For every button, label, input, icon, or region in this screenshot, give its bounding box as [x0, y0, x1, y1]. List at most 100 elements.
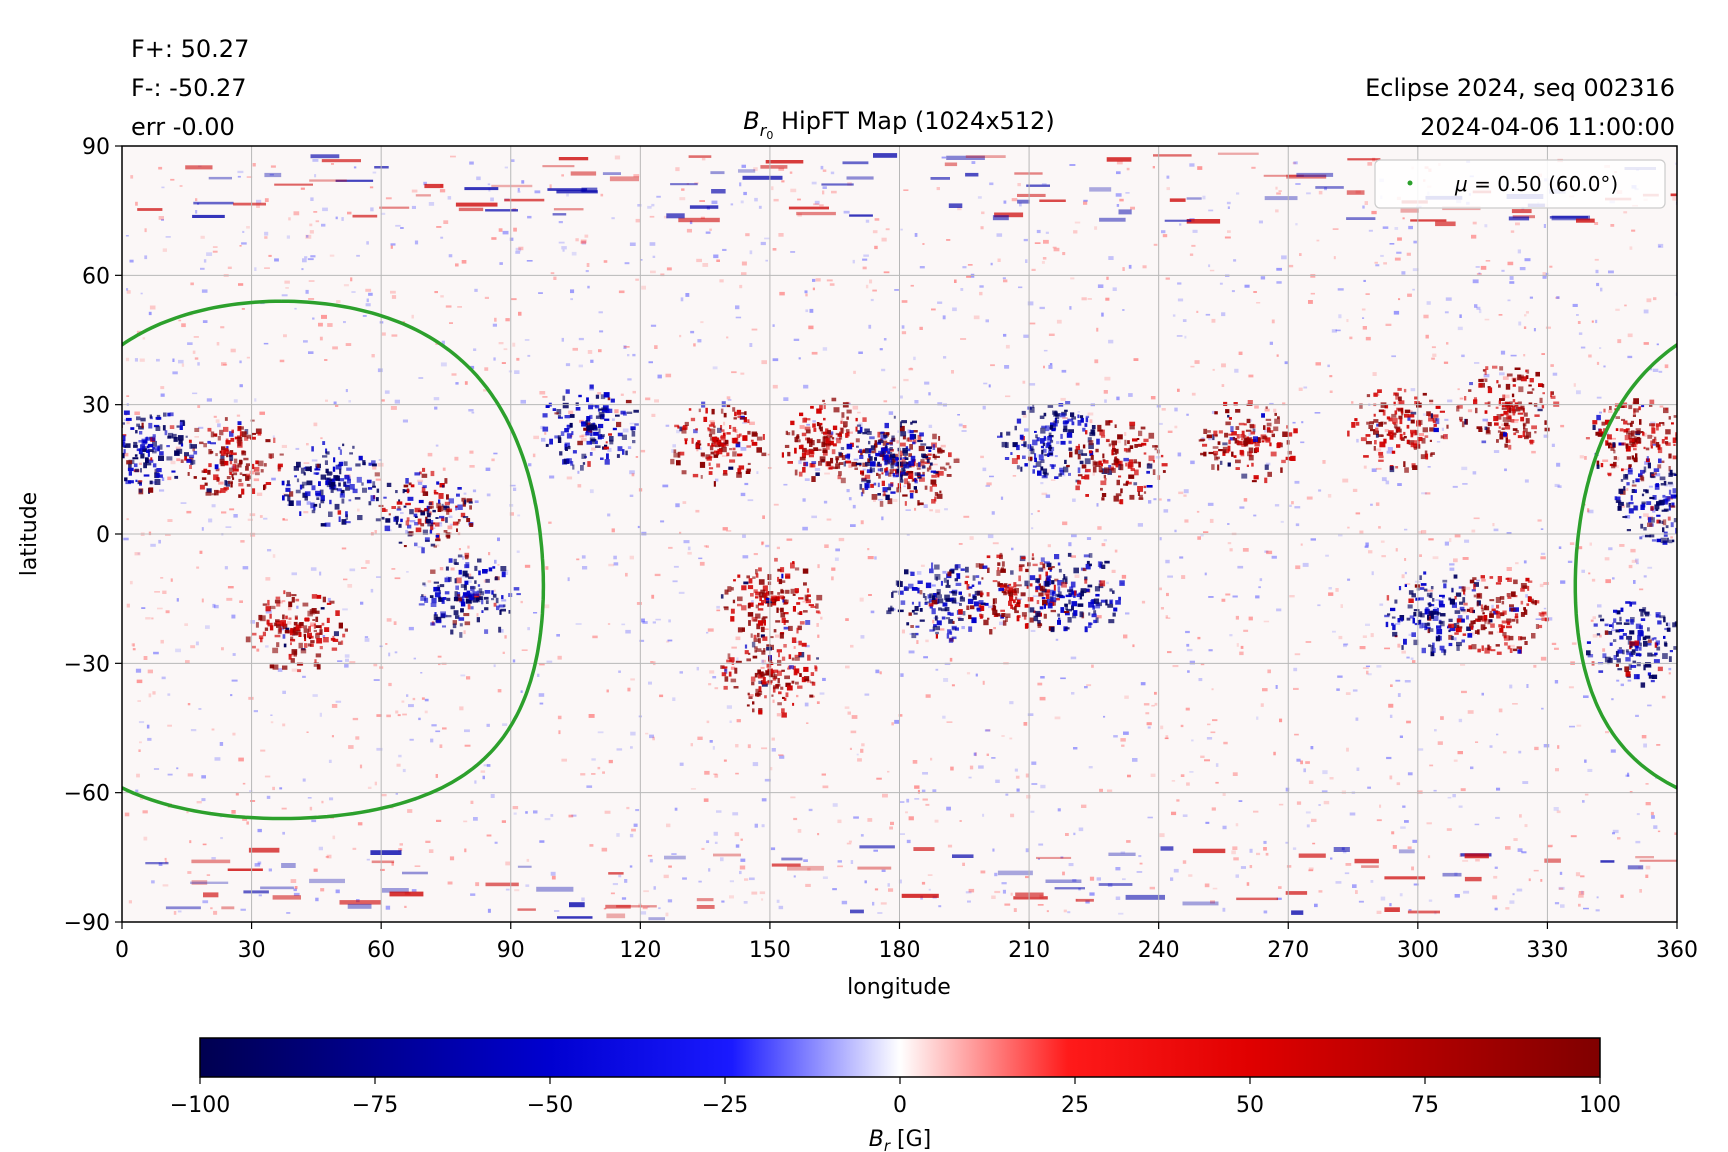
region-pixel	[98, 455, 102, 460]
noise-speck	[1056, 319, 1062, 324]
noise-speck	[1542, 272, 1546, 276]
region-pixel	[1051, 428, 1056, 432]
noise-speck	[722, 248, 727, 251]
region-pixel	[1059, 467, 1064, 472]
noise-speck	[735, 844, 740, 848]
noise-speck	[186, 510, 192, 514]
region-pixel	[893, 415, 896, 419]
noise-speck	[822, 785, 829, 789]
noise-speck	[850, 644, 854, 648]
noise-speck	[1240, 645, 1244, 649]
noise-speck	[616, 833, 620, 837]
noise-speck	[814, 200, 820, 205]
region-pixel	[180, 419, 185, 422]
noise-speck	[222, 363, 228, 366]
noise-speck	[867, 548, 870, 551]
region-pixel	[1066, 432, 1073, 438]
noise-speck	[546, 660, 553, 663]
noise-speck	[1289, 595, 1295, 598]
noise-speck	[293, 892, 300, 896]
noise-speck	[1234, 368, 1239, 373]
noise-speck	[1043, 239, 1049, 244]
noise-speck	[960, 338, 967, 340]
noise-speck	[732, 812, 739, 816]
noise-speck	[1227, 523, 1230, 525]
noise-speck	[1147, 726, 1151, 729]
region-pixel	[789, 665, 794, 670]
noise-speck	[1669, 483, 1674, 487]
polar-streak	[1108, 852, 1136, 856]
noise-speck	[803, 384, 809, 389]
polar-streak	[402, 871, 428, 875]
region-pixel	[824, 442, 827, 447]
region-pixel	[1045, 571, 1048, 577]
region-pixel	[587, 430, 593, 433]
noise-speck	[1444, 541, 1449, 546]
noise-speck	[463, 630, 466, 635]
region-pixel	[564, 442, 570, 448]
noise-speck	[624, 262, 630, 265]
noise-speck	[1463, 890, 1470, 894]
noise-speck	[190, 282, 194, 286]
region-pixel	[154, 446, 160, 452]
region-pixel	[1116, 458, 1119, 464]
noise-speck	[1265, 462, 1271, 466]
noise-speck	[916, 640, 919, 644]
region-pixel	[464, 499, 467, 505]
noise-speck	[1224, 236, 1231, 239]
noise-speck	[134, 358, 138, 362]
noise-speck	[1664, 364, 1669, 369]
noise-speck	[272, 554, 276, 558]
noise-speck	[150, 543, 156, 547]
polar-streak	[997, 870, 1033, 876]
region-pixel	[542, 426, 549, 432]
noise-speck	[1310, 292, 1315, 295]
noise-speck	[1164, 737, 1169, 740]
region-pixel	[763, 620, 766, 626]
noise-speck	[870, 610, 875, 614]
noise-speck	[324, 359, 328, 361]
noise-speck	[939, 628, 945, 631]
noise-speck	[365, 560, 370, 564]
noise-speck	[650, 324, 657, 327]
region-pixel	[882, 487, 888, 493]
noise-speck	[668, 546, 673, 549]
noise-speck	[1338, 635, 1343, 640]
region-pixel	[420, 523, 425, 527]
noise-speck	[556, 634, 560, 637]
region-pixel	[914, 472, 920, 476]
region-pixel	[1123, 457, 1129, 462]
region-pixel	[1138, 443, 1144, 447]
region-pixel	[149, 414, 152, 419]
region-pixel	[809, 442, 813, 447]
noise-speck	[1308, 300, 1313, 304]
noise-speck	[951, 370, 954, 374]
noise-speck	[233, 399, 238, 403]
noise-speck	[637, 525, 640, 529]
noise-speck	[1231, 850, 1236, 855]
noise-speck	[1504, 468, 1507, 472]
region-pixel	[845, 460, 852, 464]
noise-speck	[1617, 339, 1622, 344]
polar-streak	[192, 214, 225, 218]
noise-speck	[423, 181, 427, 186]
region-pixel	[948, 452, 952, 458]
polar-streak	[952, 854, 974, 858]
region-pixel	[1069, 451, 1073, 458]
region-pixel	[823, 403, 826, 410]
region-pixel	[357, 515, 363, 521]
region-pixel	[746, 445, 752, 448]
noise-speck	[1197, 166, 1203, 170]
region-pixel	[112, 426, 116, 429]
noise-speck	[1009, 701, 1014, 705]
noise-speck	[1454, 872, 1458, 876]
region-pixel	[134, 454, 138, 457]
noise-speck	[603, 260, 608, 263]
noise-speck	[195, 198, 198, 202]
noise-speck	[1310, 274, 1316, 278]
noise-speck	[1498, 708, 1503, 713]
polar-streak	[713, 853, 741, 857]
region-pixel	[752, 701, 755, 705]
region-pixel	[711, 444, 716, 447]
polar-streak	[1017, 199, 1030, 204]
